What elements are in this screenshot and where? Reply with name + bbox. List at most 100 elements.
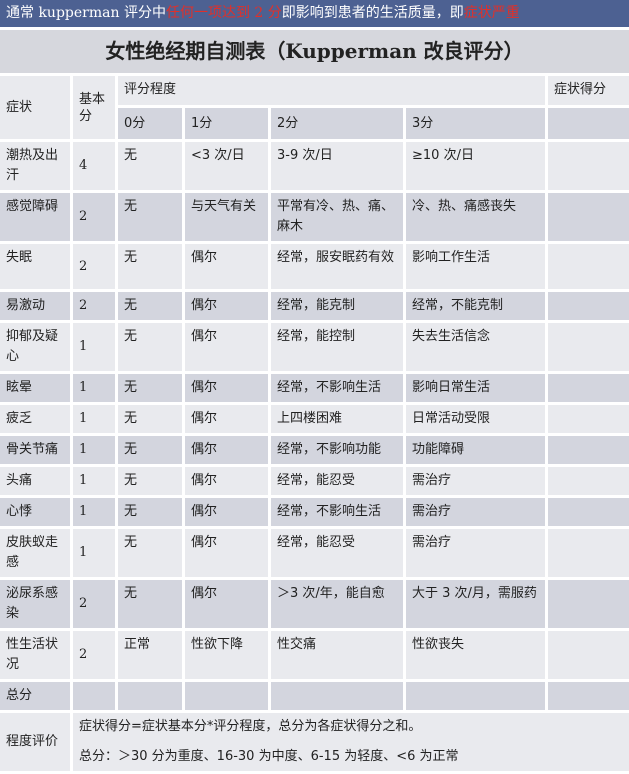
table-row: 失眠 2 无偶尔 经常，服安眠药有效 影响工作生活 [0, 244, 629, 289]
symptom-score-cell[interactable] [548, 142, 629, 190]
level-1-cell: 偶尔 [185, 405, 268, 433]
base-score-cell: 2 [73, 580, 115, 628]
banner: 通常 kupperman 评分中任何一项达到 2 分即影响到患者的生活质量，即症… [0, 0, 629, 27]
symptom-cell: 眩晕 [0, 374, 70, 402]
evaluation-row: 程度评价 症状得分=症状基本分*评分程度，总分为各症状得分之和。总分：＞30 分为… [0, 713, 629, 771]
level-3-cell: 大于 3 次/月，需服药 [406, 580, 546, 628]
evaluation-label: 程度评价 [0, 713, 70, 771]
level-3-cell: 需治疗 [406, 529, 546, 577]
level-1-cell: 偶尔 [185, 580, 268, 628]
base-score-cell: 1 [73, 436, 115, 464]
base-score-cell: 1 [73, 529, 115, 577]
table-row: 骨关节痛 1 无偶尔 经常，不影响功能 功能障碍 [0, 436, 629, 464]
symptom-cell: 疲乏 [0, 405, 70, 433]
symptom-cell: 感觉障碍 [0, 193, 70, 241]
level-0-cell: 无 [118, 436, 182, 464]
level-0-cell: 无 [118, 405, 182, 433]
banner-highlight: 症状严重 [463, 5, 520, 21]
level-0-cell: 无 [118, 374, 182, 402]
level-3-cell: 经常，不能克制 [406, 292, 546, 320]
evaluation-line-1: 症状得分=症状基本分*评分程度，总分为各症状得分之和。 [79, 719, 422, 734]
table-row: 心悸 1 无偶尔 经常，不影响生活 需治疗 [0, 498, 629, 526]
base-score-cell: 1 [73, 405, 115, 433]
level-1-cell: <3 次/日 [185, 142, 268, 190]
header-level-3: 3分 [406, 108, 546, 139]
level-3-cell: 影响工作生活 [406, 244, 546, 289]
symptom-score-cell[interactable] [548, 580, 629, 628]
base-score-cell: 2 [73, 193, 115, 241]
header-score: 症状得分 [548, 76, 629, 105]
level-3-cell: ≥10 次/日 [406, 142, 546, 190]
evaluation-text: 症状得分=症状基本分*评分程度，总分为各症状得分之和。总分：＞30 分为重度、1… [73, 713, 629, 771]
symptom-cell: 易激动 [0, 292, 70, 320]
level-2-cell: 3-9 次/日 [271, 142, 403, 190]
symptom-score-cell[interactable] [548, 467, 629, 495]
level-3-cell: 需治疗 [406, 467, 546, 495]
banner-highlight: 任何一项达到 2 分 [165, 5, 282, 21]
level-0-cell: 无 [118, 580, 182, 628]
evaluation-line-2: 总分：＞30 分为重度、16-30 为中度、6-15 为轻度、<6 为正常 [79, 749, 459, 764]
table-row: 潮热及出汗 4 无 <3 次/日 3-9 次/日 ≥10 次/日 [0, 142, 629, 190]
header-symptom: 症状 [0, 76, 70, 139]
level-1-cell: 性欲下降 [185, 631, 268, 679]
level-1-cell: 偶尔 [185, 244, 268, 289]
level-2-cell: 经常，能控制 [271, 323, 403, 371]
table-row: 性生活状况 2 正常 性欲下降 性交痛 性欲丧失 [0, 631, 629, 679]
symptom-score-cell[interactable] [548, 498, 629, 526]
symptom-score-cell[interactable] [548, 323, 629, 371]
table-row: 抑郁及疑心 1 无偶尔 经常，能控制 失去生活信念 [0, 323, 629, 371]
empty-cell [406, 682, 546, 710]
header-level-2: 2分 [271, 108, 403, 139]
level-2-cell: 经常，不影响生活 [271, 498, 403, 526]
level-3-cell: 性欲丧失 [406, 631, 546, 679]
level-0-cell: 无 [118, 467, 182, 495]
banner-prefix: 通常 kupperman 评分中 [6, 5, 166, 21]
table-row: 皮肤蚁走感 1 无偶尔 经常，能忍受 需治疗 [0, 529, 629, 577]
symptom-score-cell[interactable] [548, 292, 629, 320]
table-row: 疲乏 1 无偶尔 上四楼困难 日常活动受限 [0, 405, 629, 433]
level-1-cell: 偶尔 [185, 323, 268, 371]
symptom-score-cell[interactable] [548, 631, 629, 679]
level-1-cell: 偶尔 [185, 374, 268, 402]
symptom-score-cell[interactable] [548, 193, 629, 241]
level-1-cell: 偶尔 [185, 436, 268, 464]
level-2-cell: 经常，能克制 [271, 292, 403, 320]
symptom-score-cell[interactable] [548, 529, 629, 577]
symptom-cell: 抑郁及疑心 [0, 323, 70, 371]
level-0-cell: 无 [118, 142, 182, 190]
symptom-score-cell[interactable] [548, 405, 629, 433]
symptom-cell: 泌尿系感染 [0, 580, 70, 628]
header-level-1: 1分 [185, 108, 268, 139]
total-score-cell[interactable] [548, 682, 629, 710]
symptom-score-cell[interactable] [548, 244, 629, 289]
banner-middle: 即影响到患者的生活质量，即 [281, 5, 464, 21]
empty-cell [548, 108, 629, 139]
empty-cell [185, 682, 268, 710]
header-level-0: 0分 [118, 108, 182, 139]
symptom-cell: 潮热及出汗 [0, 142, 70, 190]
table-row: 感觉障碍 2 无与天气有关 平常有冷、热、痛、麻木 冷、热、痛感丧失 [0, 193, 629, 241]
level-1-cell: 偶尔 [185, 498, 268, 526]
table-row: 易激动 2 无偶尔 经常，能克制 经常，不能克制 [0, 292, 629, 320]
level-3-cell: 影响日常生活 [406, 374, 546, 402]
symptom-score-cell[interactable] [548, 374, 629, 402]
empty-cell [271, 682, 403, 710]
symptom-score-cell[interactable] [548, 436, 629, 464]
base-score-cell: 2 [73, 244, 115, 289]
level-1-cell: 偶尔 [185, 529, 268, 577]
symptom-cell: 心悸 [0, 498, 70, 526]
level-0-cell: 无 [118, 529, 182, 577]
level-3-cell: 冷、热、痛感丧失 [406, 193, 546, 241]
level-1-cell: 与天气有关 [185, 193, 268, 241]
header-degree: 评分程度 [118, 76, 546, 105]
total-row: 总分 [0, 682, 629, 710]
level-0-cell: 无 [118, 323, 182, 371]
symptom-cell: 皮肤蚁走感 [0, 529, 70, 577]
level-0-cell: 正常 [118, 631, 182, 679]
table-row: 眩晕 1 无偶尔 经常，不影响生活 影响日常生活 [0, 374, 629, 402]
base-score-cell: 1 [73, 323, 115, 371]
level-3-cell: 需治疗 [406, 498, 546, 526]
kupperman-table: 症状 基本分 评分程度 症状得分 0分 1分 2分 3分 潮热及出汗 4 无 <3 次… [0, 73, 629, 774]
level-2-cell: ＞3 次/年，能自愈 [271, 580, 403, 628]
level-2-cell: 性交痛 [271, 631, 403, 679]
